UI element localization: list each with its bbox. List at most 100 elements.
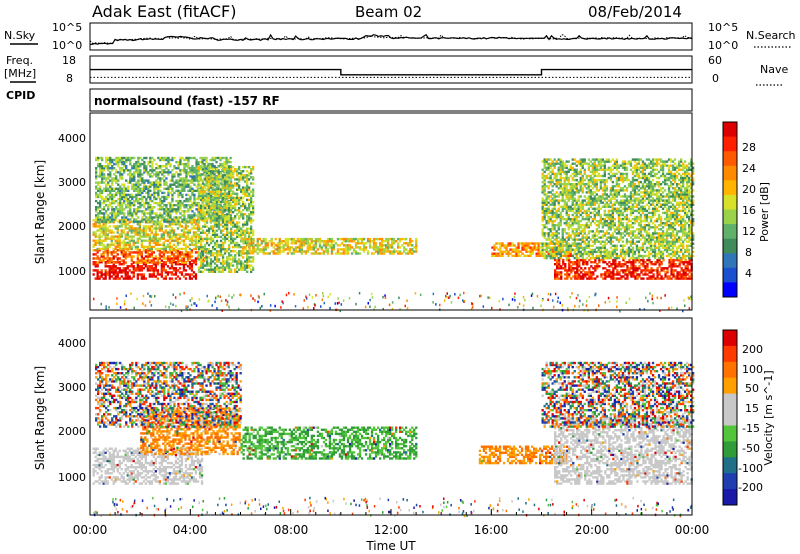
heatmap-cell xyxy=(187,171,190,174)
heatmap-cell xyxy=(572,275,575,278)
heatmap-cell xyxy=(197,252,201,255)
heatmap-cell xyxy=(197,190,201,193)
heatmap-cell xyxy=(588,273,591,276)
heatmap-cell xyxy=(130,263,133,266)
heatmap-cell xyxy=(557,250,560,254)
heatmap-cell xyxy=(119,158,122,162)
heatmap-cell xyxy=(575,199,578,202)
heatmap-cell xyxy=(176,255,180,258)
heatmap-cell xyxy=(567,217,570,221)
heatmap-cell xyxy=(97,156,100,160)
heatmap-cell xyxy=(95,199,98,203)
heatmap-cell xyxy=(602,277,605,280)
heatmap-cell xyxy=(411,244,414,247)
heatmap-cell xyxy=(213,223,217,226)
heatmap-cell xyxy=(543,254,546,258)
heatmap-cell xyxy=(632,271,635,274)
heatmap-cell xyxy=(652,275,655,278)
heatmap-cell xyxy=(501,250,504,253)
heatmap-cell xyxy=(199,168,203,171)
heatmap-cell xyxy=(110,259,113,262)
heatmap-cell xyxy=(650,275,653,278)
heatmap-cell xyxy=(161,201,164,205)
heatmap-cell xyxy=(94,257,97,260)
heatmap-cell xyxy=(205,195,208,199)
heatmap-cell xyxy=(558,265,561,268)
heatmap-cell xyxy=(248,266,251,269)
heatmap-cell xyxy=(676,265,679,268)
heatmap-cell xyxy=(541,172,544,176)
heatmap-cell xyxy=(234,200,237,204)
heatmap-cell xyxy=(539,254,542,257)
heatmap-cell xyxy=(575,230,578,233)
heatmap-cell xyxy=(199,243,203,247)
heatmap-cell xyxy=(223,250,227,253)
heatmap-cell xyxy=(152,233,155,236)
heatmap-cell xyxy=(344,250,348,253)
heatmap-cell xyxy=(150,275,153,278)
heatmap-cell xyxy=(330,246,334,249)
heatmap-cell xyxy=(403,237,406,241)
heatmap-cell xyxy=(107,173,110,176)
heatmap-cell xyxy=(143,212,146,215)
heatmap-cell xyxy=(219,231,223,234)
heatmap-cell xyxy=(535,242,538,245)
heatmap-cell xyxy=(274,244,277,247)
heatmap-cell xyxy=(116,235,119,238)
heatmap-cell xyxy=(195,189,198,192)
heatmap-cell xyxy=(686,261,689,264)
heatmap-cell xyxy=(176,239,180,242)
heatmap-cell xyxy=(117,158,120,162)
heatmap-cell xyxy=(571,178,574,182)
heatmap-cell xyxy=(571,193,574,196)
heatmap-cell xyxy=(575,211,578,215)
heatmap-cell xyxy=(122,247,125,251)
heatmap-cell xyxy=(221,156,224,160)
heatmap-cell xyxy=(545,185,548,188)
heatmap-cell xyxy=(622,269,625,272)
heatmap-cell xyxy=(379,250,382,253)
heatmap-cell xyxy=(193,197,196,201)
heatmap-cell xyxy=(551,254,554,257)
heatmap-cell xyxy=(499,248,502,251)
heatmap-cell xyxy=(175,160,178,164)
heatmap-cell xyxy=(565,164,568,167)
heatmap-cell xyxy=(211,231,215,234)
heatmap-cell xyxy=(112,277,115,280)
heatmap-cell xyxy=(116,259,119,262)
heatmap-cell xyxy=(240,266,243,269)
heatmap-cell xyxy=(110,275,113,278)
heatmap-cell xyxy=(168,257,172,260)
heatmap-cell xyxy=(230,196,233,200)
heatmap-cell xyxy=(105,165,108,168)
heatmap-cell xyxy=(328,240,332,243)
heatmap-cell xyxy=(179,201,182,205)
heatmap-cell xyxy=(119,160,122,164)
heatmap-cell xyxy=(144,265,147,268)
heatmap-cell xyxy=(338,237,342,241)
heatmap-cell xyxy=(567,236,570,239)
heatmap-cell xyxy=(676,258,679,262)
heatmap-cell xyxy=(509,248,512,251)
heatmap-cell xyxy=(576,258,579,262)
heatmap-cell xyxy=(652,277,655,280)
heatmap-cell xyxy=(223,194,227,197)
heatmap-cell xyxy=(320,240,324,243)
heatmap-cell xyxy=(300,250,303,253)
heatmap-cell xyxy=(154,269,157,272)
heatmap-cell xyxy=(215,221,219,224)
heatmap-cell xyxy=(250,198,253,202)
heatmap-cell xyxy=(207,229,211,232)
heatmap-cell xyxy=(211,237,215,241)
heatmap-cell xyxy=(153,187,156,190)
heatmap-cell xyxy=(648,275,651,278)
heatmap-cell xyxy=(547,168,550,171)
heatmap-cell xyxy=(234,225,237,228)
heatmap-cell xyxy=(545,168,548,171)
heatmap-cell xyxy=(497,248,500,251)
heatmap-cell xyxy=(119,220,122,223)
heatmap-cell xyxy=(150,249,153,252)
heatmap-cell xyxy=(154,261,157,264)
heatmap-cell xyxy=(238,229,241,232)
heatmap-cell xyxy=(178,251,182,254)
